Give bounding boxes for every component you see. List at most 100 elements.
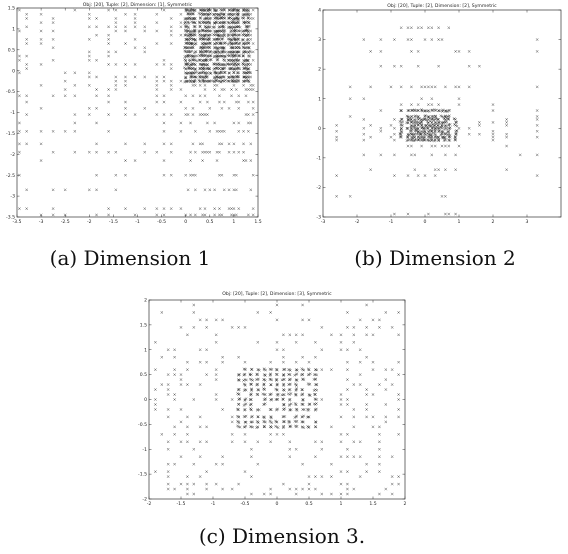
data-point: [39, 213, 43, 217]
y-tick-label: 2: [318, 67, 321, 73]
data-point: [335, 194, 338, 198]
data-point: [384, 368, 388, 372]
data-point: [362, 126, 366, 130]
data-point: [308, 402, 311, 406]
data-point: [234, 62, 237, 65]
data-point: [217, 67, 221, 70]
data-point: [160, 432, 164, 436]
data-point: [154, 398, 157, 401]
data-point: [406, 212, 410, 216]
data-point: [173, 487, 176, 491]
data-point: [457, 126, 461, 130]
data-point: [447, 212, 451, 216]
data-point: [184, 213, 188, 217]
data-point: [282, 374, 286, 377]
data-point: [87, 25, 91, 29]
y-tick-label: -0.5: [138, 422, 147, 428]
data-point: [301, 398, 305, 402]
data-point: [406, 136, 410, 140]
data-point: [162, 79, 166, 83]
data-point: [352, 487, 356, 491]
data-point: [213, 83, 216, 87]
data-point: [282, 402, 286, 406]
data-point: [256, 311, 260, 314]
data-point: [251, 106, 255, 110]
data-point: [203, 12, 207, 16]
data-point: [505, 132, 508, 136]
data-point: [440, 194, 444, 198]
data-point: [255, 408, 259, 412]
data-point: [242, 382, 246, 386]
data-point: [220, 173, 224, 177]
data-point: [222, 13, 226, 17]
data-point: [420, 123, 424, 127]
data-point: [186, 188, 190, 192]
data-point: [202, 66, 205, 70]
data-point: [441, 110, 444, 113]
data-point: [409, 120, 413, 124]
data-point: [192, 25, 196, 28]
data-point: [184, 63, 188, 66]
data-point: [287, 421, 291, 424]
data-point: [390, 368, 394, 372]
data-point: [236, 408, 240, 412]
data-point: [205, 63, 209, 67]
data-point: [133, 46, 137, 50]
data-point: [95, 142, 98, 146]
data-point: [200, 67, 204, 70]
data-point: [242, 403, 246, 407]
data-point: [416, 174, 420, 177]
data-point: [505, 135, 508, 139]
data-point: [454, 121, 457, 124]
x-tick-label: 0: [276, 501, 279, 507]
data-point: [412, 133, 415, 137]
data-point: [330, 462, 333, 466]
data-point: [307, 393, 311, 397]
data-point: [397, 398, 400, 401]
data-point: [197, 58, 201, 62]
data-point: [25, 142, 28, 146]
data-point: [233, 54, 237, 58]
data-point: [257, 421, 260, 425]
data-point: [25, 188, 28, 192]
data-point: [227, 207, 231, 210]
data-point: [365, 470, 368, 473]
data-point: [339, 492, 343, 496]
data-point: [478, 121, 481, 124]
data-point: [222, 100, 226, 104]
data-point: [87, 58, 91, 62]
data-point: [191, 142, 195, 146]
data-point: [155, 94, 159, 98]
data-point: [201, 150, 204, 154]
data-point: [212, 55, 216, 59]
data-point: [264, 368, 268, 372]
data-point: [251, 207, 255, 210]
data-point: [339, 348, 343, 352]
data-point: [420, 126, 424, 129]
x-tick-label: -1: [389, 219, 394, 225]
data-point: [179, 326, 183, 329]
data-point: [454, 212, 457, 216]
data-point: [419, 138, 423, 142]
data-point: [315, 383, 318, 387]
data-point: [269, 408, 273, 412]
data-point: [231, 42, 235, 46]
data-point: [416, 115, 420, 118]
data-point: [427, 110, 431, 113]
data-point: [315, 373, 319, 377]
data-point: [261, 392, 265, 396]
data-point: [107, 63, 110, 66]
data-point: [18, 173, 21, 177]
data-point: [224, 41, 227, 45]
data-point: [189, 8, 192, 12]
data-point: [247, 129, 250, 133]
data-point: [352, 333, 356, 337]
data-point: [454, 123, 457, 127]
data-point: [39, 12, 43, 16]
data-point: [232, 50, 236, 54]
data-point: [406, 116, 410, 119]
data-point: [246, 29, 249, 32]
data-point: [230, 487, 234, 491]
data-point: [446, 133, 450, 136]
data-point: [346, 326, 349, 329]
